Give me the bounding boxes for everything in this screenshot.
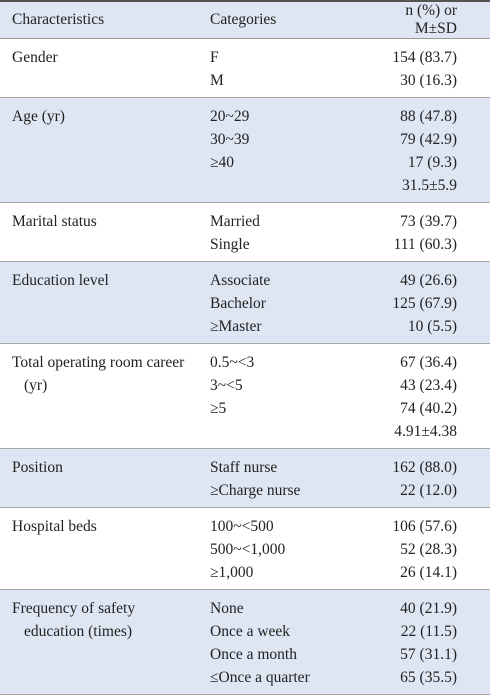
category-cell: Bachelor xyxy=(210,295,266,312)
row-group: Hospital beds 100~<500 106 (57.6) 500~<1,00… xyxy=(0,508,490,590)
row-group: Age (yr) 20~29 88 (47.8) 30~39 79 (42.9) ≥40 1… xyxy=(0,97,490,203)
value-cell: 26 (14.1) xyxy=(400,564,457,581)
category-cell: M xyxy=(210,72,224,89)
category-cell xyxy=(198,174,363,203)
table-row: ≥Master 10 (5.5) xyxy=(0,315,490,344)
header-cell: Categories xyxy=(198,1,363,39)
category-cell: 30~39 xyxy=(210,131,250,148)
row-group: Marital status Married 73 (39.7) Single 111 … xyxy=(0,203,490,262)
header-cell: Characteristics xyxy=(0,1,198,39)
characteristic-cell: Marital status xyxy=(12,213,97,230)
table-row: Hospital beds 100~<500 106 (57.6) xyxy=(0,508,490,539)
category-cell: ≥40 xyxy=(210,154,235,171)
category-cell: ≤Once a quarter xyxy=(210,669,310,686)
category-cell: 100~<500 xyxy=(210,518,274,535)
characteristic-cell: Position xyxy=(12,459,63,476)
value-cell: 4.91±4.38 xyxy=(394,423,457,440)
category-cell: Associate xyxy=(210,272,271,289)
category-cell: 3~<5 xyxy=(210,377,243,394)
row-group: Position Staff nurse 162 (88.0) ≥Charge nur… xyxy=(0,448,490,508)
value-cell: 106 (57.6) xyxy=(392,518,457,535)
table-row: Once a week 22 (11.5) xyxy=(0,620,490,643)
value-cell: 88 (47.8) xyxy=(400,108,457,125)
table-row: 500~<1,000 52 (28.3) xyxy=(0,538,490,561)
value-cell: 74 (40.2) xyxy=(400,400,457,417)
characteristic-cell: Hospital beds xyxy=(12,518,97,535)
characteristic-cell: Age (yr) xyxy=(12,108,65,125)
table-row: 31.5±5.9 xyxy=(0,174,490,203)
category-cell: None xyxy=(210,600,244,617)
value-cell: 73 (39.7) xyxy=(400,213,457,230)
category-cell: Single xyxy=(210,236,250,253)
value-cell: 154 (83.7) xyxy=(392,49,457,66)
table-row: ≥Charge nurse 22 (12.0) xyxy=(0,479,490,508)
category-cell: ≥Master xyxy=(210,318,262,335)
table-row: ≥1,000 26 (14.1) xyxy=(0,561,490,590)
value-cell: 79 (42.9) xyxy=(400,131,457,148)
category-cell: Staff nurse xyxy=(210,459,278,476)
value-cell: 22 (11.5) xyxy=(400,623,457,640)
category-cell: Once a month xyxy=(210,646,297,663)
table-row: Education level Associate 49 (26.6) xyxy=(0,262,490,293)
table-row: Once a month 57 (31.1) xyxy=(0,643,490,666)
table-row: 30~39 79 (42.9) xyxy=(0,128,490,151)
table-row: ≥40 17 (9.3) xyxy=(0,151,490,174)
characteristic-cell: Total operating room career (yr) xyxy=(12,354,185,394)
value-cell: 125 (67.9) xyxy=(392,295,457,312)
row-group: Frequency of safety education (times) Non… xyxy=(0,589,490,695)
table-row: Gender F 154 (83.7) xyxy=(0,39,490,70)
table-row: Age (yr) 20~29 88 (47.8) xyxy=(0,98,490,129)
category-cell: ≥1,000 xyxy=(210,564,254,581)
characteristic-cell: Frequency of safety education (times) xyxy=(12,600,136,640)
category-cell: 0.5~<3 xyxy=(210,354,255,371)
table-row: Single 111 (60.3) xyxy=(0,233,490,262)
table-row: 4.91±4.38 xyxy=(0,420,490,449)
value-cell: 49 (26.6) xyxy=(400,272,457,289)
value-cell: 52 (28.3) xyxy=(400,541,457,558)
value-cell: 65 (35.5) xyxy=(400,669,457,686)
table-row: ≥5 74 (40.2) xyxy=(0,397,490,420)
category-cell: 500~<1,000 xyxy=(210,541,286,558)
value-cell: 22 (12.0) xyxy=(400,482,457,499)
row-group: Gender F 154 (83.7) M 30 (16.3) xyxy=(0,39,490,98)
characteristic-cell: Gender xyxy=(12,49,58,66)
value-cell: 31.5±5.9 xyxy=(401,177,457,194)
table-row: Frequency of safety education (times) Non… xyxy=(0,590,490,640)
header-cell: n (%) or M±SD xyxy=(363,1,490,39)
table-row: Total operating room career (yr) 0.5~<3 67… xyxy=(0,344,490,394)
table-row: Marital status Married 73 (39.7) xyxy=(0,203,490,234)
category-cell: ≥Charge nurse xyxy=(210,482,301,499)
category-cell xyxy=(198,420,363,449)
category-cell: ≥5 xyxy=(210,400,227,417)
category-cell: Once a week xyxy=(210,623,291,640)
value-cell: 162 (88.0) xyxy=(392,459,457,476)
category-cell: Married xyxy=(210,213,260,230)
row-group: Total operating room career (yr) 0.5~<3 67… xyxy=(0,344,490,449)
category-cell: 20~29 xyxy=(210,108,250,125)
value-cell: 10 (5.5) xyxy=(407,318,457,335)
table-row: Bachelor 125 (67.9) xyxy=(0,292,490,315)
value-cell: 67 (36.4) xyxy=(400,354,457,371)
value-cell: 40 (21.9) xyxy=(400,600,457,617)
table-row: M 30 (16.3) xyxy=(0,69,490,98)
value-cell: 30 (16.3) xyxy=(400,72,457,89)
header-row: Characteristics Categories n (%) or M±SD xyxy=(0,1,490,39)
table-row: 3~<5 43 (23.4) xyxy=(0,374,490,397)
characteristic-cell: Education level xyxy=(12,272,109,289)
category-cell: F xyxy=(210,49,219,66)
value-cell: 43 (23.4) xyxy=(400,377,457,394)
table-header: Characteristics Categories n (%) or M±SD xyxy=(0,1,490,39)
row-group: Education level Associate 49 (26.6) Bachelo… xyxy=(0,261,490,344)
value-cell: 57 (31.1) xyxy=(400,646,457,663)
value-cell: 111 (60.3) xyxy=(393,236,457,253)
value-cell: 17 (9.3) xyxy=(407,154,457,171)
table-row: Position Staff nurse 162 (88.0) xyxy=(0,449,490,480)
